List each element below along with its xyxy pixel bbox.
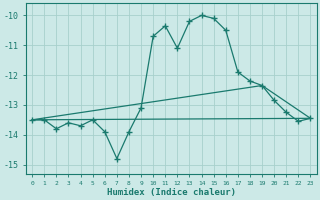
X-axis label: Humidex (Indice chaleur): Humidex (Indice chaleur) [107,188,236,197]
